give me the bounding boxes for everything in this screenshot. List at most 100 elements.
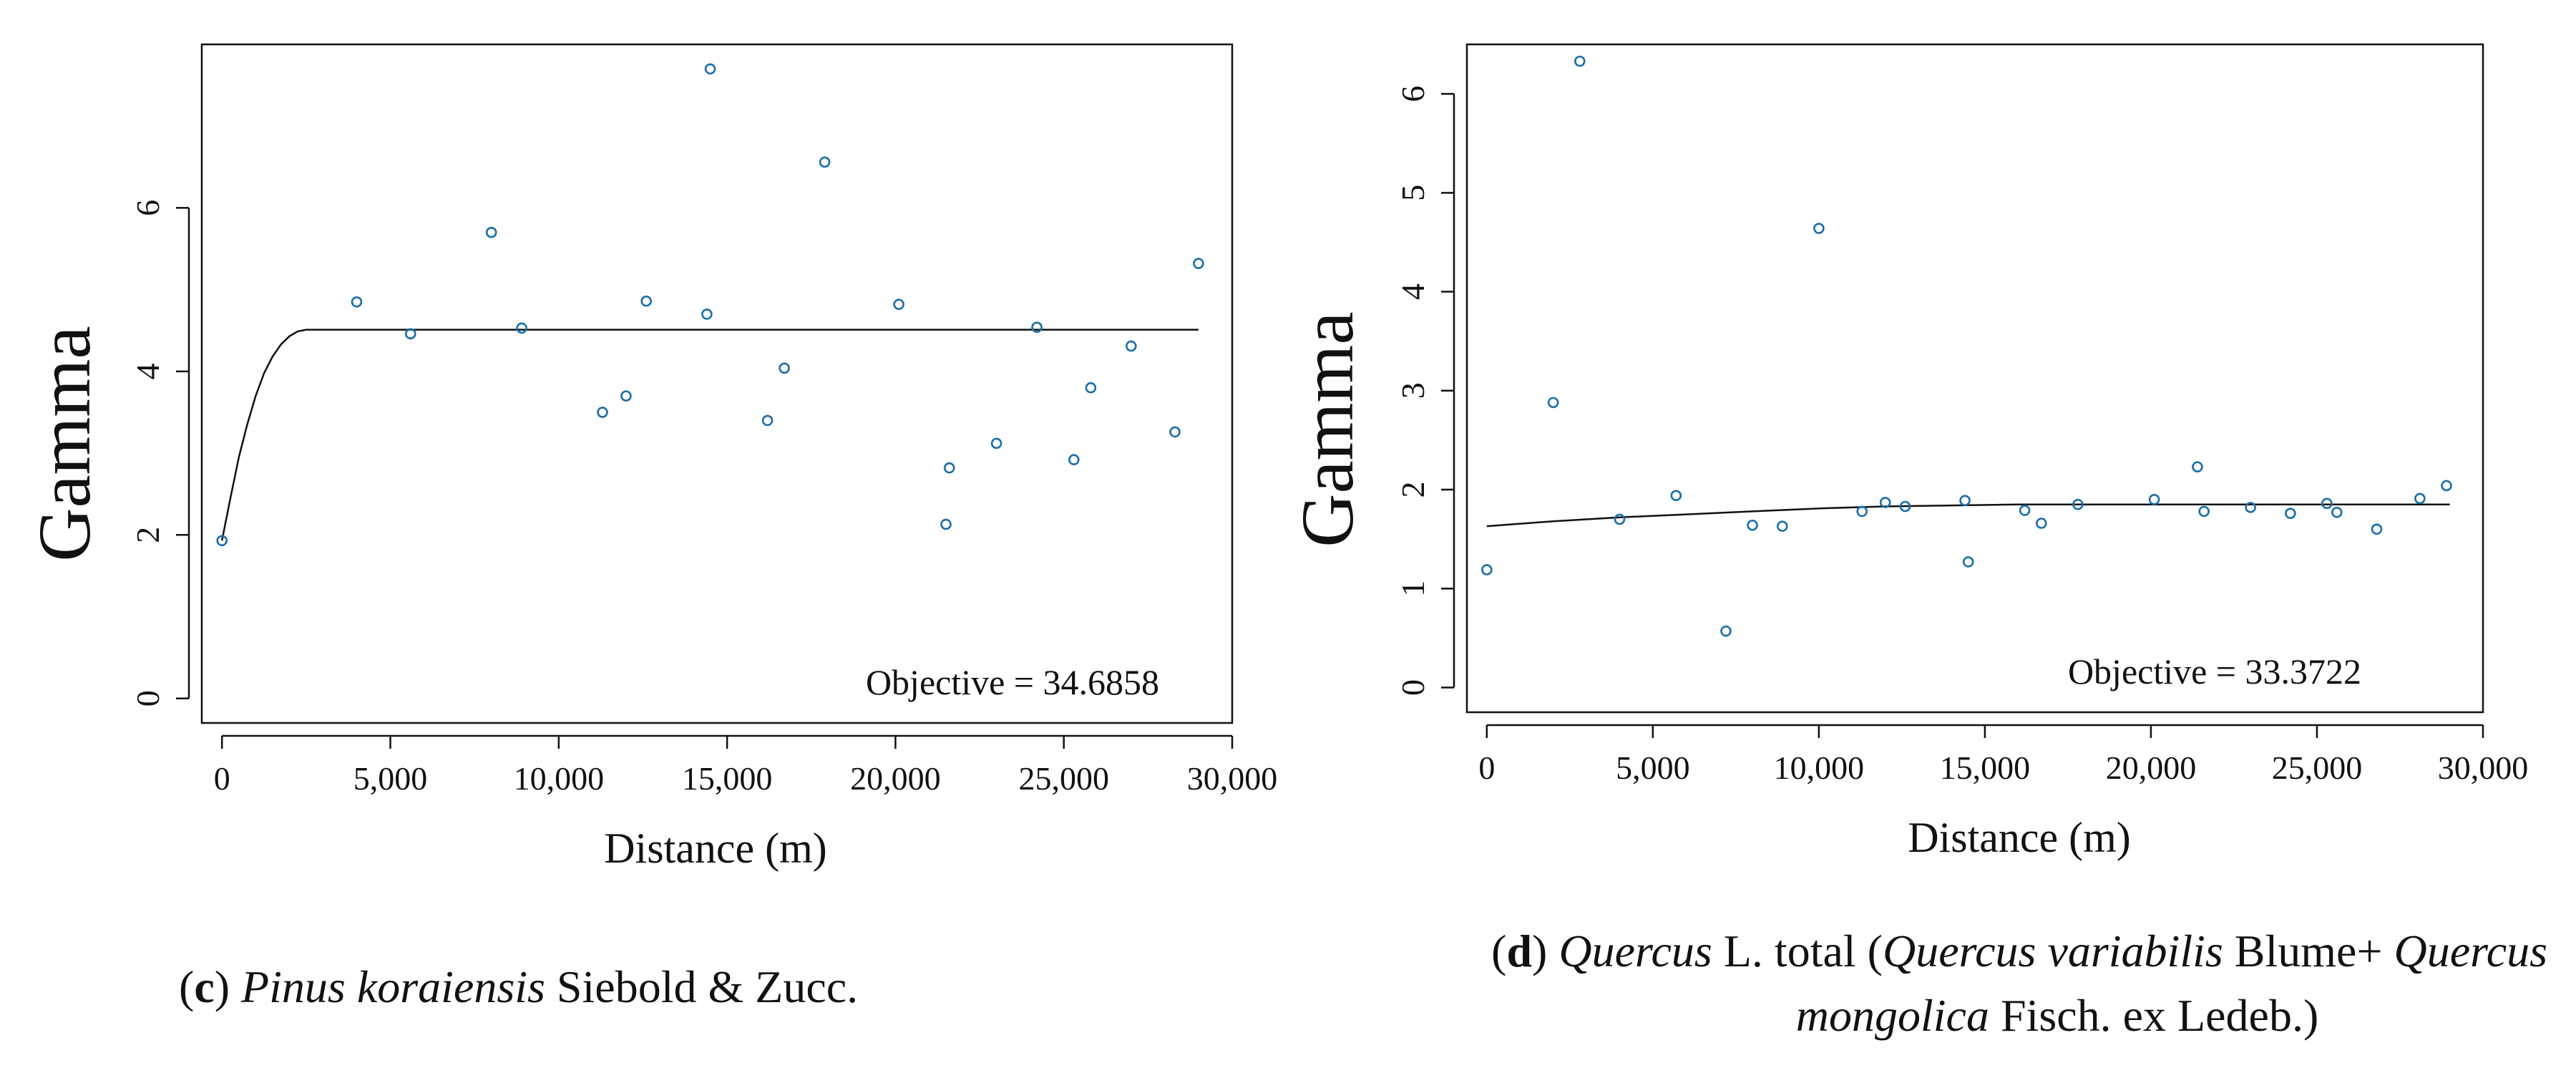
- data-point: [485, 226, 497, 238]
- panel-c-objective-label: Objective = 34.6858: [866, 662, 1159, 702]
- data-point: [1856, 505, 1868, 518]
- data-point: [1777, 520, 1788, 532]
- x-tick-label: 15,000: [682, 760, 773, 797]
- data-point: [2331, 506, 2343, 518]
- data-point: [516, 322, 527, 334]
- panel-d-objective-label: Objective = 33.3722: [2068, 651, 2361, 691]
- data-point: [1747, 519, 1758, 531]
- x-tick-label: 30,000: [1187, 760, 1278, 797]
- data-point: [2192, 461, 2203, 473]
- y-tick-label: 5: [1395, 185, 1431, 201]
- data-point: [893, 298, 904, 311]
- x-tick-label: 20,000: [2106, 749, 2197, 786]
- data-point: [943, 462, 955, 474]
- panel-d-caption-line2: mongolica Fisch. ex Ledeb.): [1796, 990, 2319, 1041]
- data-point: [704, 63, 716, 75]
- data-point: [1031, 321, 1043, 333]
- caption-d-author1: Blume+: [2223, 926, 2394, 976]
- data-point: [1879, 497, 1891, 508]
- data-point: [1813, 223, 1825, 234]
- data-point: [351, 296, 363, 308]
- data-point: [2198, 505, 2210, 518]
- x-tick-label: 5,000: [1616, 749, 1690, 786]
- x-tick-label: 0: [214, 760, 230, 797]
- data-point: [819, 156, 831, 168]
- data-point: [620, 390, 632, 402]
- x-tick-label: 10,000: [1774, 749, 1865, 786]
- x-tick-label: 15,000: [1940, 749, 2031, 786]
- data-point: [779, 362, 790, 374]
- panel-d-ylabel: Gamma: [1287, 311, 1369, 547]
- y-tick-label: 2: [1395, 482, 1431, 498]
- x-tick-label: 20,000: [850, 760, 941, 797]
- data-point: [2072, 498, 2084, 510]
- data-point: [1481, 564, 1493, 576]
- caption-d-genus: Quercus: [1558, 926, 1712, 976]
- data-point: [2036, 518, 2047, 529]
- data-point: [1126, 340, 1137, 352]
- y-tick-label: 1: [1395, 581, 1431, 597]
- data-point: [1962, 556, 1974, 568]
- data-point: [701, 309, 713, 320]
- caption-d-letter: d: [1506, 926, 1532, 976]
- data-point: [1720, 625, 1732, 637]
- y-tick-label: 0: [1395, 679, 1431, 696]
- x-tick-label: 0: [1478, 749, 1495, 786]
- x-tick-label: 10,000: [514, 760, 605, 797]
- caption-c-author: Siebold & Zucc.: [545, 961, 858, 1012]
- data-point: [2019, 505, 2031, 516]
- caption-d-author2: Fisch. ex Ledeb.): [1989, 990, 2318, 1041]
- data-point: [761, 414, 774, 427]
- data-point: [2245, 502, 2256, 513]
- y-tick-label: 6: [130, 200, 166, 216]
- data-point: [2414, 492, 2426, 505]
- x-tick-label: 25,000: [2272, 749, 2363, 786]
- panel-c-ylabel: Gamma: [24, 326, 106, 561]
- caption-d-genus2: Quercus: [2394, 926, 2547, 976]
- data-point: [2371, 523, 2383, 535]
- data-point: [1193, 258, 1204, 269]
- data-point: [2285, 508, 2296, 519]
- data-point: [1574, 55, 1586, 67]
- x-tick-label: 5,000: [353, 760, 428, 797]
- caption-c-letter: c: [194, 961, 214, 1012]
- y-tick-label: 0: [130, 690, 166, 707]
- panel-c-caption: (c) Pinus koraiensis Siebold & Zucc.: [179, 961, 858, 1012]
- data-point: [1547, 397, 1559, 409]
- panel-c-xlabel: Distance (m): [604, 825, 827, 872]
- data-point: [1614, 513, 1626, 525]
- data-point: [2148, 494, 2160, 505]
- x-tick-label: 30,000: [2438, 749, 2529, 786]
- data-point: [1169, 426, 1181, 438]
- panel-c-marks: 0 5,000 10,000 15,000 20,000 25,000 30,000 0 2 4 6: [130, 43, 1278, 797]
- data-point: [990, 437, 1002, 450]
- data-point: [640, 295, 652, 307]
- data-point: [940, 518, 952, 530]
- caption-c-taxon: Pinus koraiensis: [240, 961, 545, 1012]
- data-point: [2321, 497, 2333, 510]
- y-tick-label: 3: [1395, 382, 1431, 399]
- y-tick-label: 2: [130, 527, 166, 543]
- chart-panel-c: 0 5,000 10,000 15,000 20,000 25,000 30,000 0 2 4 6…: [24, 43, 1278, 1012]
- panel-d-xlabel: Distance (m): [1908, 814, 2131, 861]
- data-point: [1670, 490, 1682, 502]
- caption-d-species2-epithet: mongolica: [1796, 990, 1989, 1041]
- plot-frame: [200, 43, 1234, 724]
- caption-d-species1: Quercus variabilis: [1883, 926, 2223, 976]
- data-point: [404, 328, 416, 340]
- model-curve: [1486, 503, 2450, 528]
- y-tick-label: 6: [1395, 86, 1431, 102]
- data-point: [1085, 382, 1097, 394]
- x-tick-label: 25,000: [1018, 760, 1109, 797]
- y-tick-label: 4: [130, 363, 166, 379]
- y-tick-label: 4: [1395, 283, 1431, 300]
- data-point: [597, 407, 608, 418]
- data-point: [1068, 454, 1080, 466]
- data-point: [1899, 500, 1911, 513]
- chart-panel-d: 0 5,000 10,000 15,000 20,000 25,000 30,000 0 1 2 3…: [1287, 43, 2547, 1041]
- data-point: [216, 535, 228, 547]
- data-point: [1959, 495, 1971, 507]
- plot-frame: [1465, 43, 2484, 714]
- model-curve: [220, 329, 1199, 541]
